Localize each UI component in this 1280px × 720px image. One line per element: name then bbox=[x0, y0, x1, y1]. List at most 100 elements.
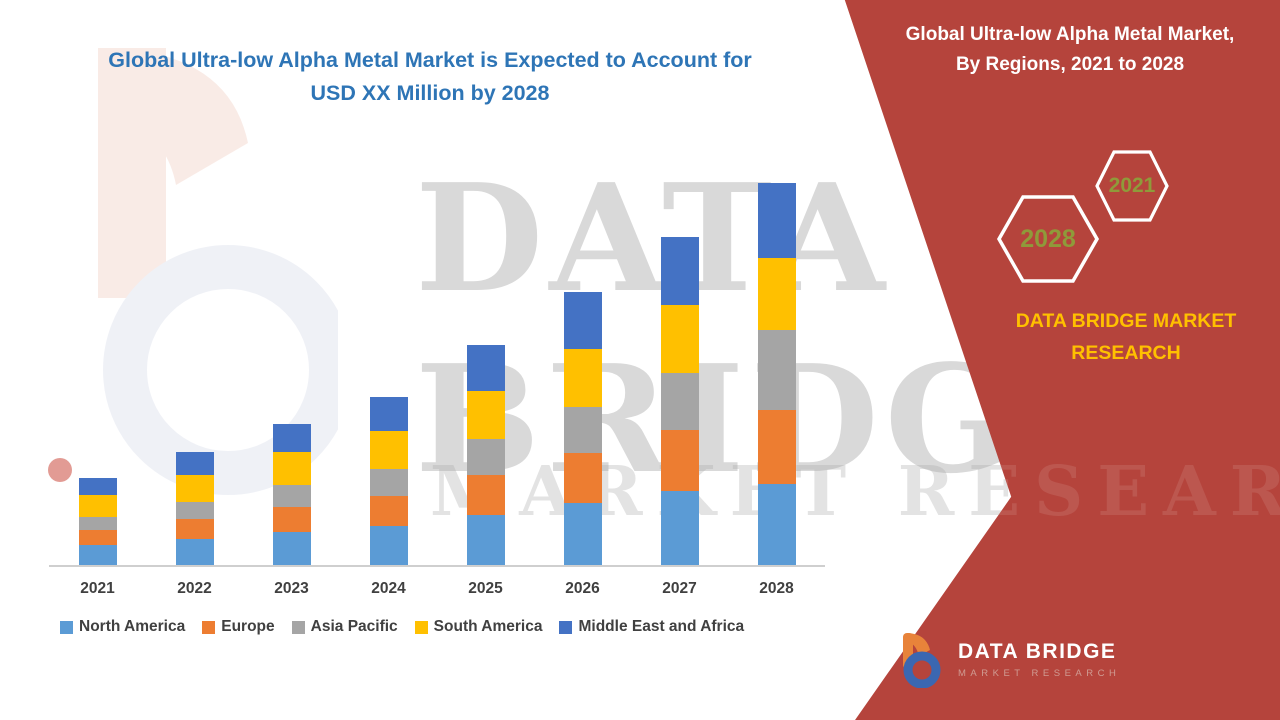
bar-segment-europe bbox=[466, 475, 505, 515]
bar-segment-asia-pacific bbox=[369, 469, 408, 496]
x-axis-labels: 2021 2022 2023 2024 2025 2026 2027 2028 bbox=[49, 567, 825, 598]
bar-segment-south-america bbox=[660, 305, 699, 373]
legend-item: Middle East and Africa bbox=[559, 618, 744, 636]
bar-segment-north-america bbox=[78, 545, 117, 565]
x-axis-label: 2027 bbox=[662, 580, 697, 597]
chart-headline: Global Ultra-low Alpha Metal Market is E… bbox=[60, 44, 800, 111]
bar-segment-europe bbox=[78, 530, 117, 545]
legend-swatch bbox=[414, 620, 428, 634]
bar-segment-asia-pacific bbox=[78, 517, 117, 530]
legend-swatch bbox=[291, 620, 305, 634]
legend-swatch bbox=[202, 620, 216, 634]
bar-column-2024 bbox=[340, 397, 437, 565]
legend-label: North America bbox=[79, 618, 186, 635]
bar-segment-europe bbox=[175, 519, 214, 539]
bar-segment-europe bbox=[369, 496, 408, 526]
chart-headline-line-1: Global Ultra-low Alpha Metal Market is E… bbox=[108, 48, 752, 72]
watermark-b-icon bbox=[48, 48, 353, 495]
bar-column-2023 bbox=[243, 424, 340, 565]
stacked-bar bbox=[369, 397, 408, 565]
bar-segment-north-america bbox=[175, 539, 214, 565]
watermark-logo-b bbox=[38, 40, 353, 505]
bar-segment-middle-east-and-africa bbox=[466, 345, 505, 391]
bar-segment-asia-pacific bbox=[660, 373, 699, 430]
bar-segment-south-america bbox=[272, 452, 311, 485]
hexagon-year-2021: 2021 bbox=[1108, 174, 1156, 197]
stacked-bar bbox=[466, 345, 505, 565]
bar-segment-north-america bbox=[369, 526, 408, 565]
chart-legend: North America Europe Asia Pacific South Ame… bbox=[60, 618, 744, 636]
bar-column-2028 bbox=[728, 183, 825, 565]
bar-segment-middle-east-and-africa bbox=[369, 397, 408, 431]
bar-segment-europe bbox=[757, 410, 796, 484]
bar-segment-europe bbox=[272, 507, 311, 532]
watermark-line-1: DATA bbox=[415, 151, 891, 325]
bar-segment-asia-pacific bbox=[272, 485, 311, 507]
bar-segment-asia-pacific bbox=[466, 439, 505, 475]
legend-label: Middle East and Africa bbox=[578, 618, 745, 635]
bar-segment-europe bbox=[563, 453, 602, 503]
legend-item: North America bbox=[60, 618, 185, 636]
bar-segment-south-america bbox=[757, 258, 796, 330]
hexagon-badge-2028: 2028 bbox=[996, 194, 1100, 284]
x-axis-label: 2028 bbox=[759, 580, 794, 597]
bar-segment-south-america bbox=[466, 391, 505, 439]
logo-name: DATA BRIDGE bbox=[958, 639, 1117, 663]
hexagon-badge-2021: 2021 bbox=[1094, 149, 1170, 223]
bar-segment-south-america bbox=[175, 475, 214, 502]
x-axis-label: 2024 bbox=[371, 580, 406, 597]
stacked-bar bbox=[272, 424, 311, 565]
stacked-bar bbox=[660, 237, 699, 565]
bar-segment-north-america bbox=[466, 515, 505, 565]
stacked-bar-chart: 2021 2022 2023 2024 2025 2026 2027 2028 bbox=[49, 150, 825, 598]
hexagon-outline-icon bbox=[1095, 150, 1169, 222]
stacked-bar bbox=[563, 292, 602, 565]
company-logo-block: DATA BRIDGE MARKET RESEARCH bbox=[888, 630, 1120, 688]
legend-item: Asia Pacific bbox=[291, 618, 398, 636]
legend-label: Europe bbox=[221, 618, 275, 635]
data-bridge-logo-icon bbox=[903, 633, 941, 688]
legend-swatch bbox=[60, 620, 73, 634]
bar-segment-middle-east-and-africa bbox=[175, 452, 214, 475]
bar-column-2027 bbox=[631, 237, 728, 565]
bar-segment-asia-pacific bbox=[757, 330, 796, 410]
bar-column-2025 bbox=[437, 345, 534, 565]
bar-segment-middle-east-and-africa bbox=[660, 237, 699, 305]
plot-area bbox=[49, 150, 825, 565]
legend-label: South America bbox=[433, 618, 543, 635]
bar-column-2021 bbox=[49, 478, 146, 565]
bar-segment-north-america bbox=[660, 491, 699, 565]
bar-segment-middle-east-and-africa bbox=[272, 424, 311, 452]
bar-segment-middle-east-and-africa bbox=[78, 478, 117, 495]
bar-segment-europe bbox=[660, 430, 699, 491]
stacked-bar bbox=[757, 183, 796, 565]
brand-name: DATA BRIDGE MARKET RESEARCH bbox=[1015, 310, 1237, 364]
bar-column-2026 bbox=[534, 292, 631, 565]
bar-segment-middle-east-and-africa bbox=[757, 183, 796, 258]
legend-label: Asia Pacific bbox=[310, 618, 398, 635]
bar-segment-asia-pacific bbox=[563, 407, 602, 453]
stacked-bar bbox=[175, 452, 214, 565]
x-axis-label: 2021 bbox=[80, 580, 115, 597]
bar-segment-middle-east-and-africa bbox=[563, 292, 602, 349]
side-panel-title-line-2: By Regions, 2021 to 2028 bbox=[955, 54, 1185, 76]
bar-segment-north-america bbox=[563, 503, 602, 565]
logo-tagline: MARKET RESEARCH bbox=[958, 667, 1121, 679]
x-axis-label: 2023 bbox=[274, 580, 309, 597]
bar-segment-south-america bbox=[369, 431, 408, 469]
side-panel-title-line-1: Global Ultra-low Alpha Metal Market, bbox=[905, 24, 1235, 45]
bar-column-2022 bbox=[146, 452, 243, 565]
bar-segment-north-america bbox=[757, 484, 796, 565]
x-axis-line bbox=[49, 565, 825, 567]
bar-segment-north-america bbox=[272, 532, 311, 565]
hexagon-outline-icon bbox=[996, 195, 1100, 283]
x-axis-label: 2022 bbox=[177, 580, 212, 597]
bar-segment-asia-pacific bbox=[175, 502, 214, 519]
hexagon-year-2028: 2028 bbox=[1020, 224, 1076, 253]
stacked-bar bbox=[78, 478, 117, 565]
logo-text: DATA BRIDGE MARKET RESEARCH bbox=[958, 640, 1120, 679]
legend-item: Europe bbox=[202, 618, 275, 636]
x-axis-label: 2026 bbox=[565, 580, 600, 597]
legend-item: South America bbox=[414, 618, 543, 636]
